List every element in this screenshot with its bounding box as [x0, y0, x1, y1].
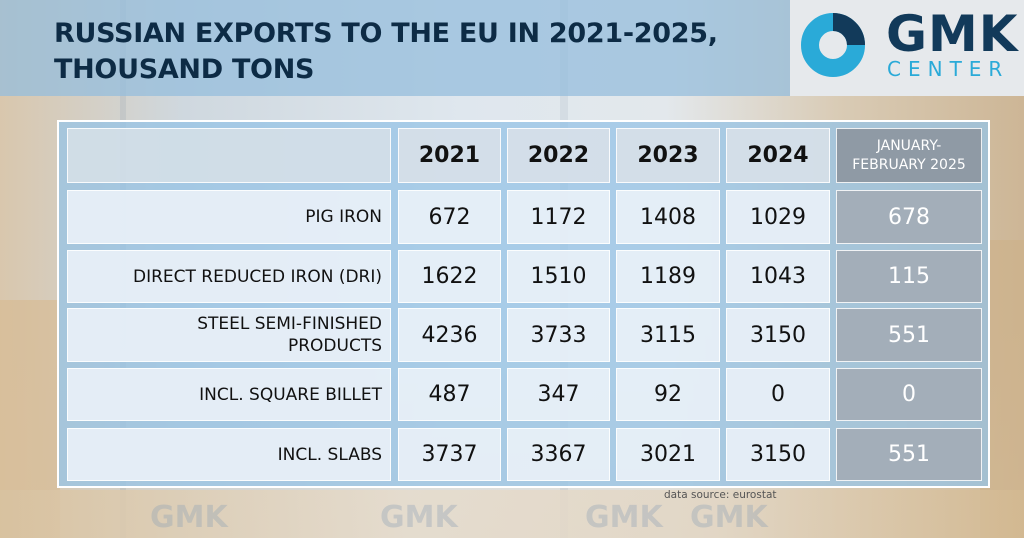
title-band	[0, 0, 790, 96]
table-cell-value: 1172	[507, 190, 610, 244]
title-line-1: RUSSIAN EXPORTS TO THE EU IN 2021-2025,	[54, 18, 718, 49]
column-header: 2024	[726, 128, 830, 183]
data-source: data source: eurostat	[664, 489, 777, 501]
gmk-logo-ring-icon	[801, 13, 865, 77]
column-header: 2022	[507, 128, 610, 183]
table-cell-value: 115	[836, 250, 982, 303]
table-cell-value: 672	[398, 190, 501, 244]
table-cell-value: 551	[836, 428, 982, 481]
watermark: GMK	[380, 500, 458, 535]
watermark: GMK	[585, 500, 663, 535]
table-cell-value: 0	[726, 368, 830, 421]
table-cell-value: 678	[836, 190, 982, 244]
table-cell-value: 1189	[616, 250, 720, 303]
table-cell-value: 3150	[726, 308, 830, 362]
watermark: GMK	[690, 500, 768, 535]
column-header: 2023	[616, 128, 720, 183]
table-cell-value: 0	[836, 368, 982, 421]
watermark: GMK	[150, 500, 228, 535]
logo-subtext: CENTER	[887, 57, 1010, 81]
table-cell-value: 347	[507, 368, 610, 421]
table-cell-value: 1408	[616, 190, 720, 244]
row-label: STEEL SEMI-FINISHED PRODUCTS	[67, 308, 391, 362]
table-cell-value: 3021	[616, 428, 720, 481]
table-cell-value: 3737	[398, 428, 501, 481]
column-header: JANUARY- FEBRUARY 2025	[836, 128, 982, 183]
table-cell-value: 4236	[398, 308, 501, 362]
row-label: INCL. SLABS	[67, 428, 391, 481]
row-label: INCL. SQUARE BILLET	[67, 368, 391, 421]
table-cell-value: 3115	[616, 308, 720, 362]
table-cell-value: 92	[616, 368, 720, 421]
background-boxes	[0, 300, 60, 538]
title-line-2: THOUSAND TONS	[54, 54, 315, 85]
table-cell-value: 1043	[726, 250, 830, 303]
column-header: 2021	[398, 128, 501, 183]
table-cell-value: 1029	[726, 190, 830, 244]
table-cell-value: 487	[398, 368, 501, 421]
table-cell-value: 551	[836, 308, 982, 362]
row-label: PIG IRON	[67, 190, 391, 244]
row-label: DIRECT REDUCED IRON (DRI)	[67, 250, 391, 303]
table-cell-value: 1622	[398, 250, 501, 303]
table-cell-value: 3733	[507, 308, 610, 362]
page-title: RUSSIAN EXPORTS TO THE EU IN 2021-2025, …	[54, 16, 774, 88]
table-cell-value: 3367	[507, 428, 610, 481]
table-cell-value: 3150	[726, 428, 830, 481]
table-cell-value: 1510	[507, 250, 610, 303]
header-empty-cell	[67, 128, 391, 183]
logo-text: GMK	[886, 5, 1019, 63]
